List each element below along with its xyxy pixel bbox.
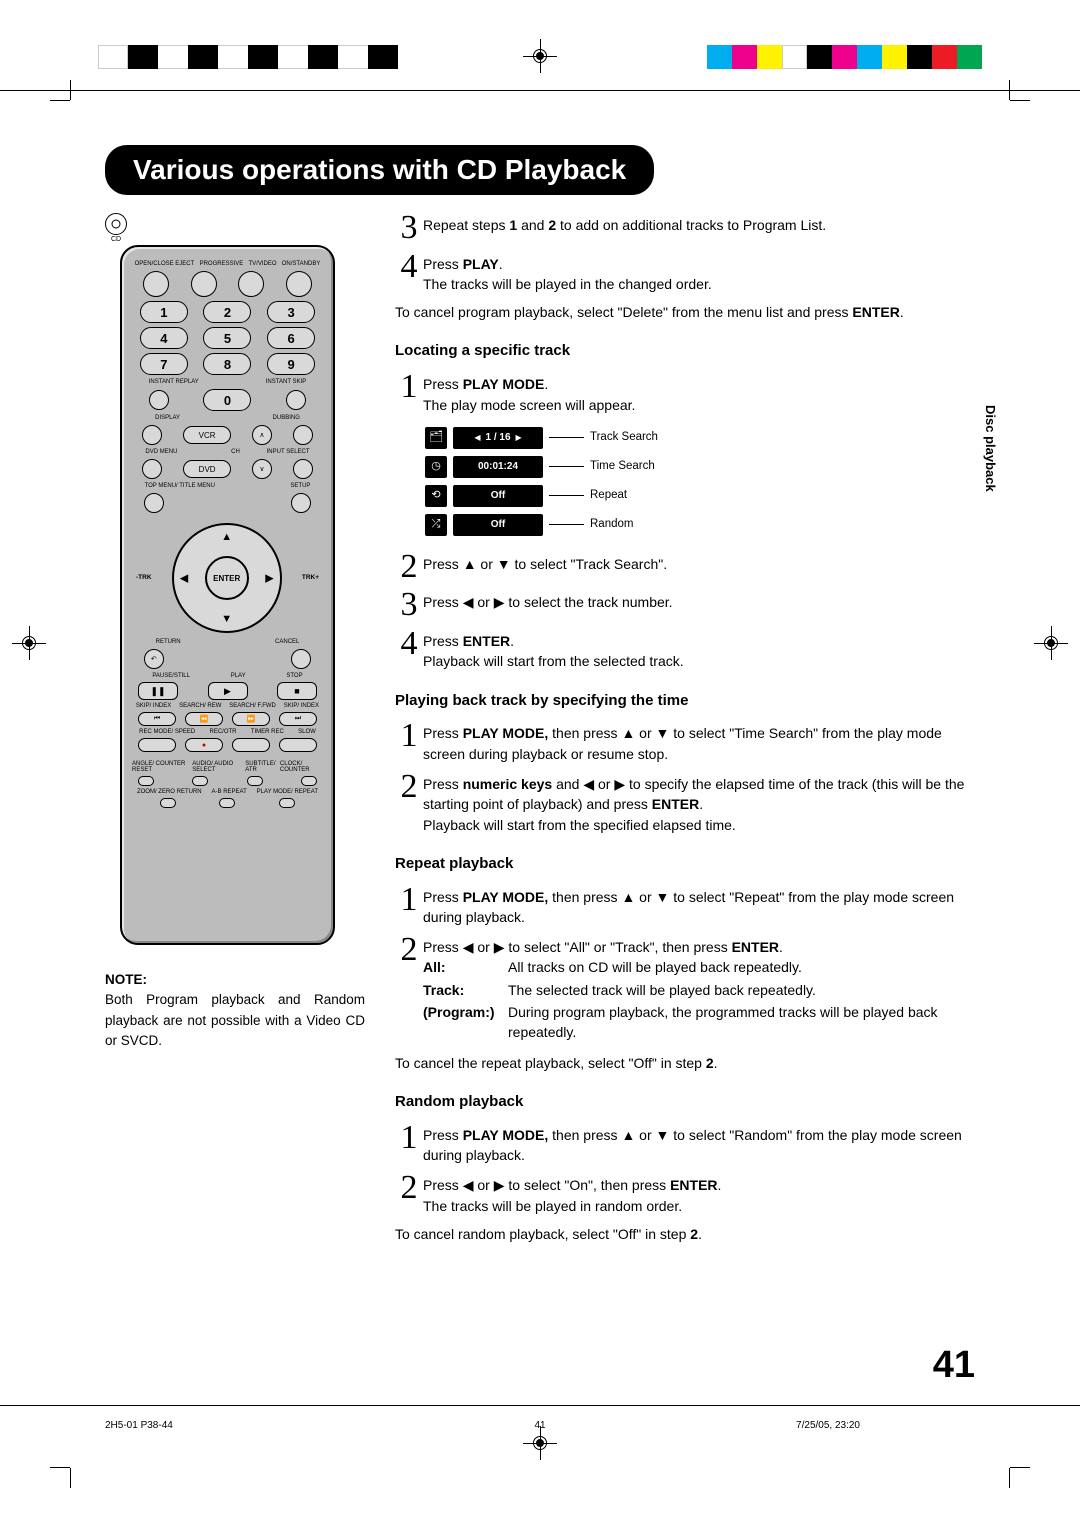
subhead-locating: Locating a specific track bbox=[395, 340, 975, 362]
bottom-rule bbox=[0, 1405, 1080, 1406]
note-label: NOTE: bbox=[105, 970, 365, 990]
repeat-icon: ⟲ bbox=[425, 485, 447, 507]
footer-doc-id: 2H5-01 P38-44 bbox=[105, 1420, 173, 1431]
random-step-2: 2Press ◀ or ▶ to select "On", then press… bbox=[395, 1173, 975, 1216]
right-column: 3 Repeat steps 1 and 2 to add on additio… bbox=[395, 213, 975, 1254]
subhead-random: Random playback bbox=[395, 1091, 975, 1113]
page-title: Various operations with CD Playback bbox=[105, 145, 654, 195]
random-step-1: 1Press PLAY MODE, then press ▲ or ▼ to s… bbox=[395, 1123, 975, 1166]
random-icon: ⤮ bbox=[425, 514, 447, 536]
step-4: 4 Press PLAY.The tracks will be played i… bbox=[395, 252, 975, 295]
locating-step-2: 2Press ▲ or ▼ to select "Track Search". bbox=[395, 552, 975, 583]
step-3: 3 Repeat steps 1 and 2 to add on additio… bbox=[395, 213, 975, 244]
folder-icon: 🗂 bbox=[425, 427, 447, 449]
note-text: Both Program playback and Random playbac… bbox=[105, 990, 365, 1051]
osd-play-mode-screen: 🗂 ◀1 / 16▶ Track Search ◷ 00:01:24 Time … bbox=[425, 427, 975, 536]
subhead-time: Playing back track by specifying the tim… bbox=[395, 690, 975, 712]
side-tab: Disc playback bbox=[983, 405, 998, 492]
locating-step-4: 4Press ENTER.Playback will start from th… bbox=[395, 629, 975, 672]
clock-icon: ◷ bbox=[425, 456, 447, 478]
repeat-step-2: 2 Press ◀ or ▶ to select "All" or "Track… bbox=[395, 935, 975, 1044]
subhead-repeat: Repeat playback bbox=[395, 853, 975, 875]
page-content: Various operations with CD Playback CD O… bbox=[105, 145, 975, 1395]
repeat-step-1: 1Press PLAY MODE, then press ▲ or ▼ to s… bbox=[395, 885, 975, 928]
repeat-cancel-text: To cancel the repeat playback, select "O… bbox=[395, 1053, 975, 1073]
cd-icon: CD bbox=[105, 213, 127, 235]
registration-target-top bbox=[529, 45, 551, 67]
time-step-2: 2Press numeric keys and ◀ or ▶ to specif… bbox=[395, 772, 975, 835]
locating-step-3: 3Press ◀ or ▶ to select the track number… bbox=[395, 590, 975, 621]
top-rule bbox=[0, 90, 1080, 91]
registration-target-bottom bbox=[529, 1432, 551, 1454]
left-column: CD OPEN/CLOSE EJECTPROGRESSIVETV/VIDEOON… bbox=[105, 213, 365, 1254]
random-cancel-text: To cancel random playback, select "Off" … bbox=[395, 1224, 975, 1244]
registration-target-left bbox=[18, 632, 40, 654]
registration-marks-top bbox=[0, 45, 1080, 95]
locating-step-1: 1 Press PLAY MODE.The play mode screen w… bbox=[395, 372, 975, 415]
page-number: 41 bbox=[933, 1344, 975, 1387]
note-block: NOTE: Both Program playback and Random p… bbox=[105, 970, 365, 1051]
remote-control-illustration: OPEN/CLOSE EJECTPROGRESSIVETV/VIDEOON/ST… bbox=[120, 245, 335, 945]
registration-target-right bbox=[1040, 632, 1062, 654]
cancel-program-text: To cancel program playback, select "Dele… bbox=[395, 302, 975, 322]
bw-registration-blocks bbox=[98, 45, 398, 69]
footer-datetime: 7/25/05, 23:20 bbox=[796, 1420, 860, 1431]
time-step-1: 1Press PLAY MODE, then press ▲ or ▼ to s… bbox=[395, 721, 975, 764]
color-registration-blocks bbox=[707, 45, 982, 69]
